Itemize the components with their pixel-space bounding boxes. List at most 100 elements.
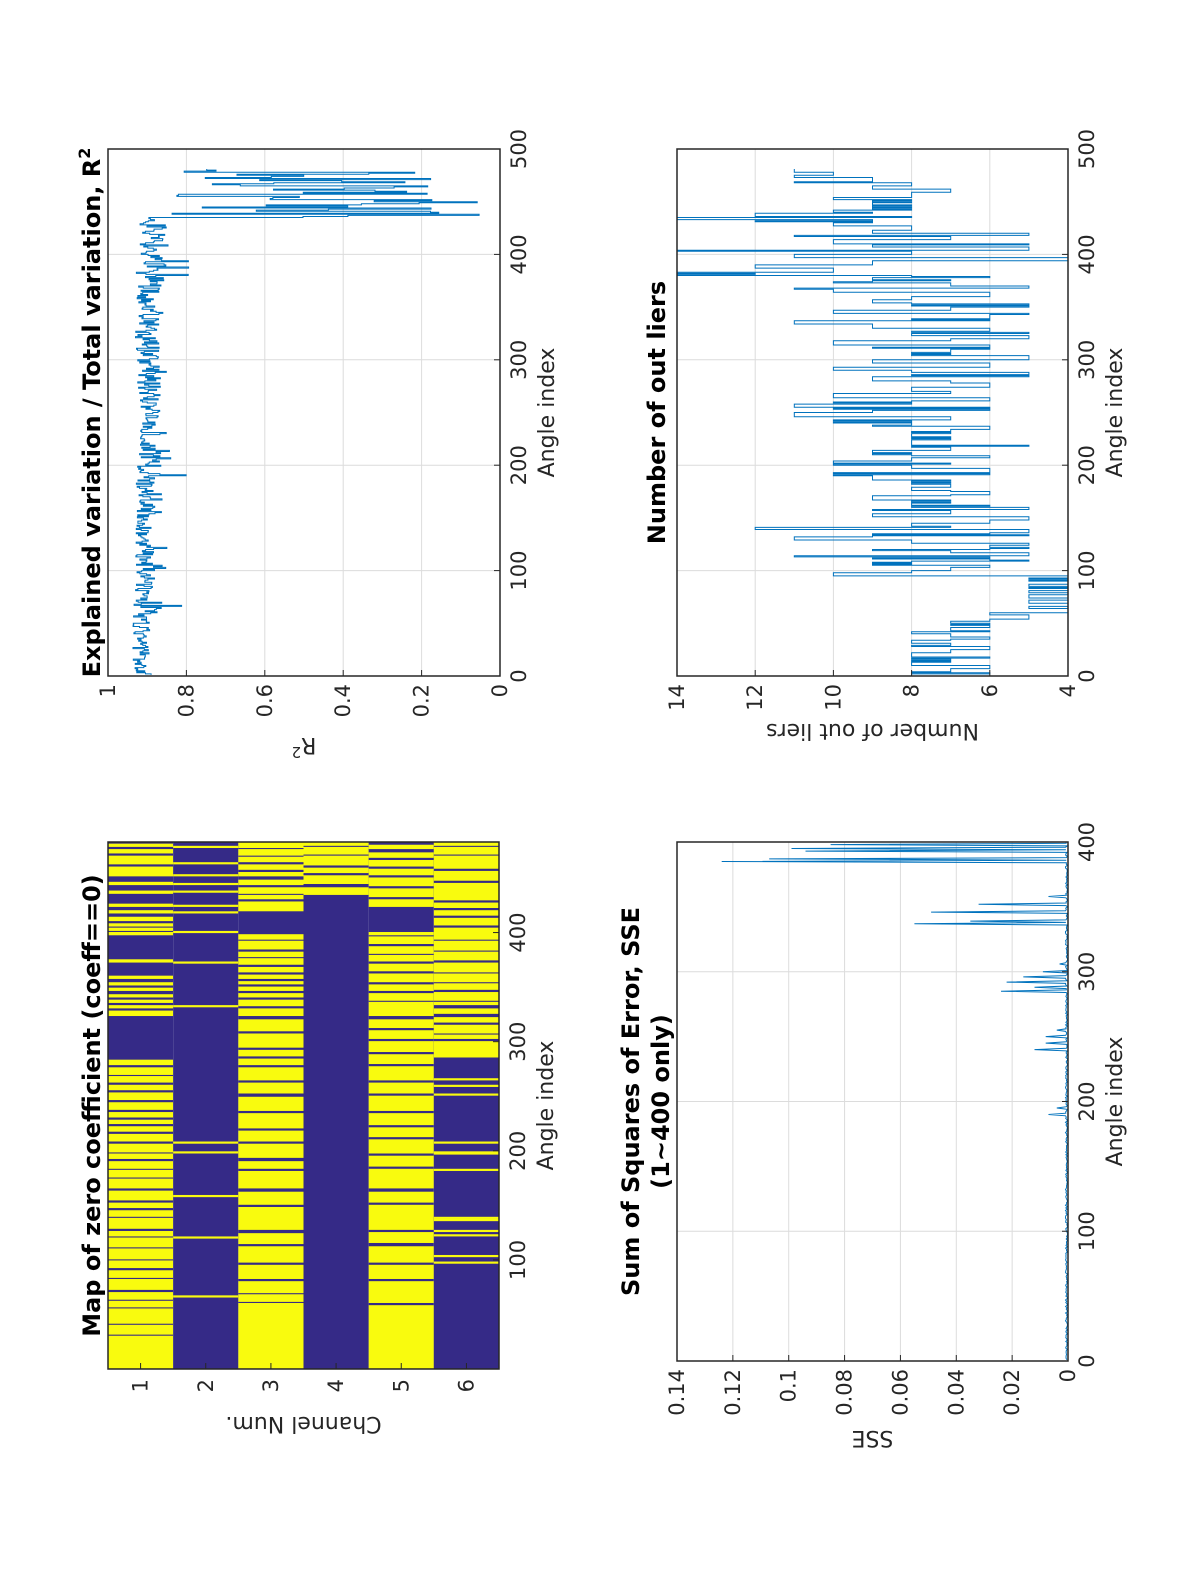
zero-coeff-cell [433, 1093, 500, 1096]
zero-coeff-cell [433, 855, 500, 869]
zero-coeff-cell [108, 1270, 174, 1278]
zero-coeff-cell [108, 890, 174, 894]
zero-coeff-cell [108, 1202, 174, 1209]
zero-coeff-cell [108, 1059, 174, 1066]
zero-coeff-cell [173, 904, 239, 907]
zero-coeff-cell [108, 1126, 174, 1132]
y-tick-label: 0.06 [888, 1369, 912, 1416]
zero-coeff-cell [108, 1178, 174, 1189]
y-tick-label: 3 [259, 1379, 283, 1392]
x-tick-label: 0 [507, 669, 531, 682]
y-tick-label: 4 [324, 1379, 348, 1392]
x-tick-label: 0 [1075, 669, 1099, 682]
r2-x-axis-label: Angle index [535, 348, 560, 478]
zero-coeff-cell [108, 1190, 174, 1201]
zero-coeff-cell [368, 1001, 434, 1017]
y-tick-label: 0.1 [777, 1369, 801, 1402]
zero-coeff-cell [368, 1054, 434, 1065]
zero-coeff-cell [368, 899, 434, 907]
zero-coeff-cell [238, 1058, 304, 1066]
zero-coeff-cell [368, 954, 434, 962]
zero-coeff-cell [238, 1281, 304, 1294]
y-tick-label: 0 [1056, 1369, 1080, 1382]
zero-coeff-cell [108, 1230, 174, 1237]
zero-coeff-cell [238, 879, 304, 886]
zero-coeff-cell [303, 875, 369, 885]
zero-coeff-cell [433, 1229, 500, 1233]
r2-y-axis-label: R2 [292, 732, 317, 761]
zero-coeff-cell [108, 1102, 174, 1110]
zero-coeff-cell [433, 927, 500, 940]
zero-coeff-cell [433, 973, 500, 983]
zero-coeff-cell [238, 1161, 304, 1169]
zero-coeff-cell [433, 846, 500, 855]
zero-coeff-cell [108, 1237, 174, 1248]
y-tick-label: 2 [194, 1379, 218, 1392]
zero-coeff-cell [238, 974, 304, 979]
zero-map-y-axis-label: Channel Num. [225, 1411, 381, 1436]
zero-coeff-cell [433, 1034, 500, 1039]
zero-coeff-cell [368, 1305, 434, 1369]
zero-coeff-cell [303, 887, 369, 895]
zero-coeff-cell [108, 916, 174, 922]
y-tick-label: 12 [743, 684, 767, 711]
zero-coeff-cell [108, 903, 174, 907]
y-tick-label: 0.8 [174, 684, 198, 717]
zero-coeff-cell [108, 999, 174, 1003]
sse-y-axis-label: SSE [852, 1425, 894, 1450]
zero-coeff-cell [108, 1161, 174, 1169]
sse-subtitle: (1~400 only) [647, 1014, 675, 1189]
zero-coeff-cell [108, 932, 174, 936]
zero-coeff-cell [368, 932, 434, 936]
zero-coeff-cell [368, 1232, 434, 1243]
zero-coeff-cell [173, 911, 239, 914]
zero-coeff-cell [108, 1308, 174, 1324]
zero-coeff-cell [108, 1324, 174, 1335]
zero-coeff-cell [173, 874, 239, 877]
zero-coeff-cell [173, 1194, 239, 1198]
zero-coeff-cell [238, 1008, 304, 1017]
zero-coeff-cell [108, 982, 174, 986]
zero-coeff-cell [303, 855, 369, 866]
zero-coeff-cell [173, 882, 239, 886]
r2-title-sup: 2 [75, 148, 94, 159]
zero-coeff-cell [238, 1294, 304, 1302]
outliers-y-axis-label: Number of out liers [766, 718, 979, 743]
x-tick-label: 400 [506, 913, 530, 953]
zero-coeff-cell [433, 1261, 500, 1264]
zero-coeff-cell [238, 1019, 304, 1032]
zero-coeff-cell [238, 999, 304, 1007]
zero-coeff-cell [238, 1049, 304, 1057]
x-tick-label: 300 [1075, 952, 1099, 992]
zero-coeff-cell [238, 1082, 304, 1094]
outliers-frame [676, 148, 1069, 677]
zero-coeff-cell [108, 910, 174, 914]
zero-coeff-cell [368, 1168, 434, 1189]
zero-coeff-cell [238, 1113, 304, 1129]
r2-series-line [132, 169, 480, 675]
zero-coeff-cell [368, 1030, 434, 1039]
zero-coeff-cell [108, 849, 174, 854]
zero-coeff-cell [433, 1216, 500, 1219]
zero-coeff-cell [433, 1024, 500, 1034]
zero-coeff-cell [173, 961, 239, 964]
x-tick-label: 200 [506, 1131, 530, 1171]
zero-coeff-cell [108, 1248, 174, 1260]
zero-coeff-cell [368, 993, 434, 1001]
zero-coeff-cell [433, 1008, 500, 1014]
zero-coeff-cell [368, 1095, 434, 1111]
zero-coeff-cell [108, 1010, 174, 1017]
zero-coeff-cell [238, 1067, 304, 1081]
zero-coeff-cell [238, 842, 304, 849]
y-tick-label: 0.14 [665, 1369, 689, 1416]
zero-coeff-cell [368, 868, 434, 876]
outliers-series-line [676, 169, 1069, 675]
zero-coeff-cell [173, 862, 239, 865]
zero-coeff-cell [433, 917, 500, 926]
channel-row-background [303, 842, 369, 1369]
x-tick-label: 100 [506, 1240, 530, 1280]
y-tick-label: 1 [96, 684, 120, 697]
zero-coeff-cell [173, 1005, 239, 1008]
zero-coeff-cell [238, 1302, 304, 1369]
